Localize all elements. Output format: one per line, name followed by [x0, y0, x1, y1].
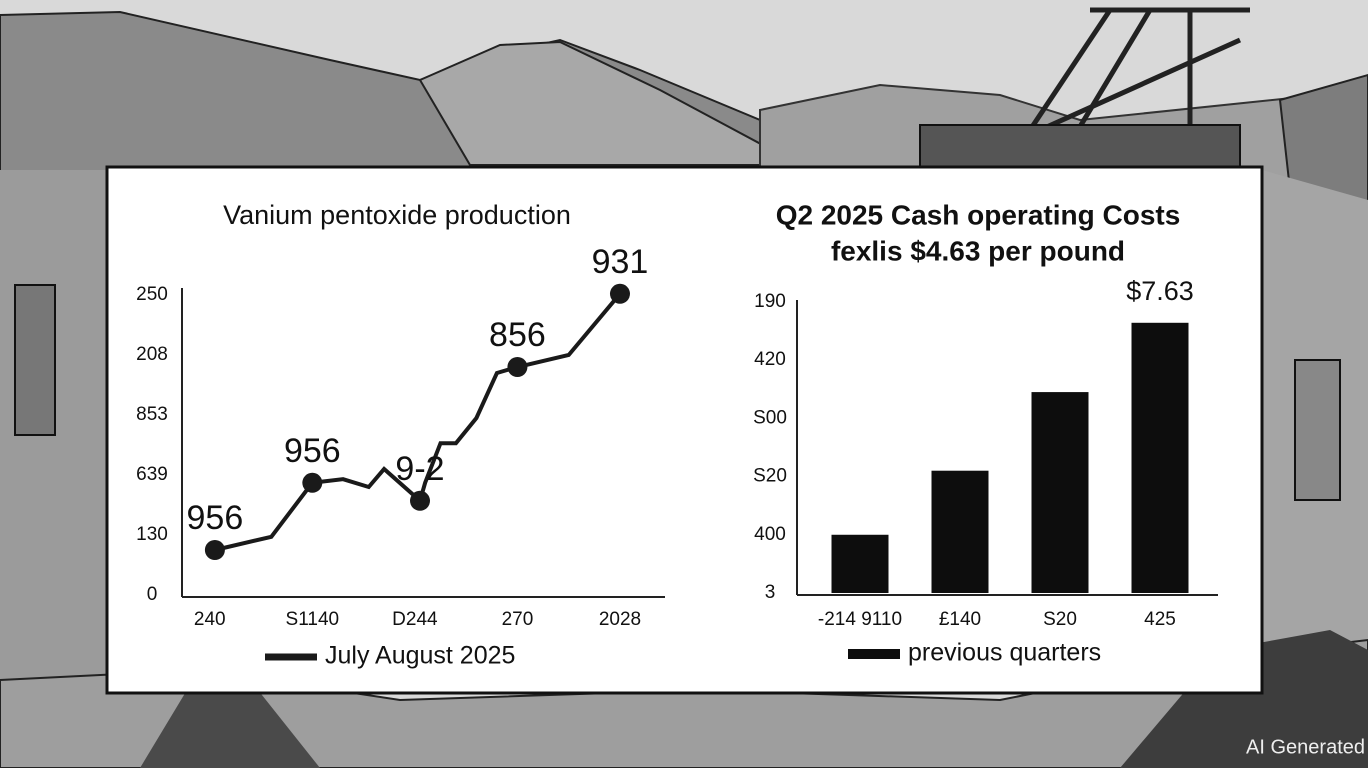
- x-tick-label: 2028: [599, 609, 641, 630]
- data-point: [204, 540, 225, 560]
- x-tick-label: 240: [194, 609, 226, 630]
- data-point: [507, 357, 528, 377]
- chart-title: fexlis $4.63 per pound: [831, 235, 1125, 266]
- bar: [1031, 392, 1089, 593]
- data-label: 9-2: [395, 450, 444, 488]
- y-tick-label: 3: [765, 582, 776, 603]
- data-label: 856: [489, 316, 546, 354]
- data-label: 956: [187, 499, 244, 537]
- y-tick-label: 250: [136, 284, 168, 305]
- x-tick-label: D244: [392, 609, 438, 630]
- data-point: [609, 283, 630, 304]
- chart-title: Q2 2025 Cash operating Costs: [776, 199, 1181, 230]
- bar: [1131, 322, 1189, 593]
- y-tick-label: 420: [754, 349, 786, 370]
- x-tick-label: £140: [939, 609, 981, 630]
- data-label: 956: [284, 432, 341, 470]
- x-tick-label: 270: [502, 609, 534, 630]
- bar: [831, 534, 889, 593]
- watermark: AI Generated: [1246, 736, 1365, 758]
- y-tick-label: 190: [754, 291, 786, 312]
- y-tick-label: 0: [147, 584, 158, 605]
- x-tick-label: S20: [1043, 609, 1077, 630]
- x-tick-label: 425: [1144, 609, 1176, 630]
- x-tick-label: S1140: [286, 609, 340, 630]
- y-tick-label: 208: [136, 344, 168, 365]
- legend-swatch: [848, 649, 900, 659]
- data-label: $7.63: [1126, 276, 1194, 306]
- y-tick-label: 400: [754, 524, 786, 545]
- legend-label: previous quarters: [908, 639, 1101, 667]
- y-tick-label: 639: [136, 464, 168, 485]
- data-point: [302, 472, 323, 493]
- data-point: [410, 490, 430, 511]
- bar: [931, 470, 989, 593]
- y-tick-label: 130: [136, 524, 168, 545]
- y-tick-label: 853: [136, 404, 168, 425]
- y-tick-label: S20: [753, 466, 787, 487]
- chart-title: Vanium pentoxide production: [223, 200, 571, 230]
- y-tick-label: S00: [753, 407, 787, 428]
- legend-label: July August 2025: [325, 642, 515, 670]
- x-tick-label: -214 9110: [818, 609, 902, 630]
- data-label: 931: [592, 243, 649, 281]
